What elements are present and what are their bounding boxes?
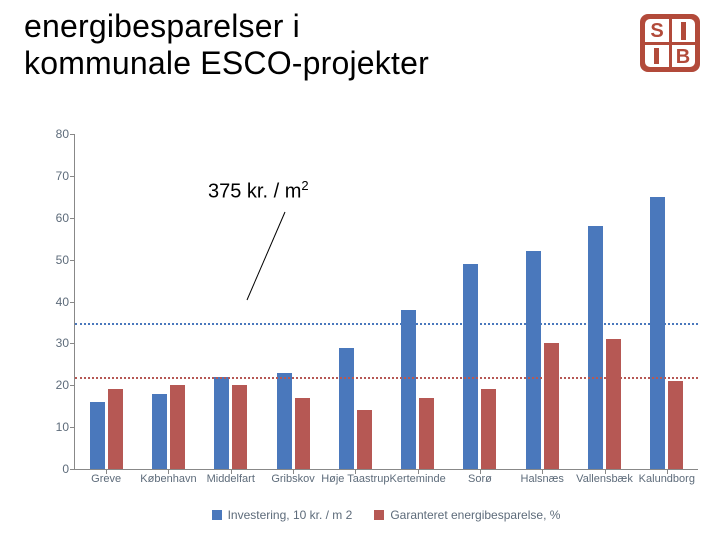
x-category-label: Kalundborg (639, 473, 695, 485)
title-line2: kommunale ESCO-projekter (24, 45, 429, 81)
y-tick: 40 (39, 295, 69, 309)
bar (339, 348, 354, 469)
legend-item: Garanteret energibesparelse, % (374, 508, 560, 522)
svg-text:B: B (676, 46, 690, 68)
bar-groups: GreveKøbenhavnMiddelfartGribskovHøje Taa… (75, 134, 698, 469)
y-tick: 80 (39, 127, 69, 141)
plot-area: GreveKøbenhavnMiddelfartGribskovHøje Taa… (74, 134, 698, 470)
y-tick: 50 (39, 253, 69, 267)
title-line1: energibesparelser i (24, 8, 300, 44)
bar (650, 197, 665, 469)
x-category-label: Halsnæs (521, 473, 564, 485)
bar (463, 264, 478, 469)
y-tick: 20 (39, 378, 69, 392)
bar-group: København (137, 134, 199, 469)
bar (357, 410, 372, 469)
page-title: energibesparelser i kommunale ESCO-proje… (24, 8, 544, 82)
chart-legend: Investering, 10 kr. / m 2 Garanteret ener… (74, 508, 698, 522)
x-category-label: Middelfart (207, 473, 255, 485)
bar (526, 251, 541, 469)
reference-line (75, 377, 698, 379)
bar (90, 402, 105, 469)
x-category-label: Høje Taastrup (321, 473, 389, 485)
legend-item: Investering, 10 kr. / m 2 (212, 508, 353, 522)
bar (544, 343, 559, 469)
x-category-label: Vallensbæk (576, 473, 633, 485)
x-category-label: Greve (91, 473, 121, 485)
bar (401, 310, 416, 469)
annotation-text: 375 kr. / m (208, 181, 301, 203)
y-tick: 0 (39, 462, 69, 476)
bar (668, 381, 683, 469)
bar (152, 394, 167, 469)
legend-label: Investering, 10 kr. / m 2 (228, 508, 353, 522)
bar (481, 389, 496, 469)
bar (108, 389, 123, 469)
bar (277, 373, 292, 469)
y-tick: 70 (39, 169, 69, 183)
y-tick: 10 (39, 420, 69, 434)
bar (295, 398, 310, 469)
bar-group: Vallensbæk (573, 134, 635, 469)
x-category-label: Gribskov (271, 473, 314, 485)
bar-group: Greve (75, 134, 137, 469)
reference-line (75, 323, 698, 325)
legend-swatch (212, 510, 222, 520)
annotation-sup: 2 (301, 178, 308, 193)
bar-group: Kalundborg (636, 134, 698, 469)
legend-swatch (374, 510, 384, 520)
bar-group: Halsnæs (511, 134, 573, 469)
bar-group: Kerteminde (386, 134, 448, 469)
bar (170, 385, 185, 469)
y-tick: 30 (39, 336, 69, 350)
bar-group: Sorø (449, 134, 511, 469)
bar (419, 398, 434, 469)
svg-text:S: S (650, 20, 663, 42)
annotation-label: 375 kr. / m2 (208, 178, 309, 204)
sbi-logo: S B (640, 14, 700, 72)
bar-group: Høje Taastrup (324, 134, 386, 469)
bar (214, 377, 229, 469)
x-category-label: København (140, 473, 196, 485)
bar (606, 339, 621, 469)
bar-chart: GreveKøbenhavnMiddelfartGribskovHøje Taa… (38, 128, 698, 522)
bar (232, 385, 247, 469)
bar (588, 226, 603, 469)
x-category-label: Sorø (468, 473, 492, 485)
x-category-label: Kerteminde (389, 473, 445, 485)
legend-label: Garanteret energibesparelse, % (390, 508, 560, 522)
y-tick: 60 (39, 211, 69, 225)
